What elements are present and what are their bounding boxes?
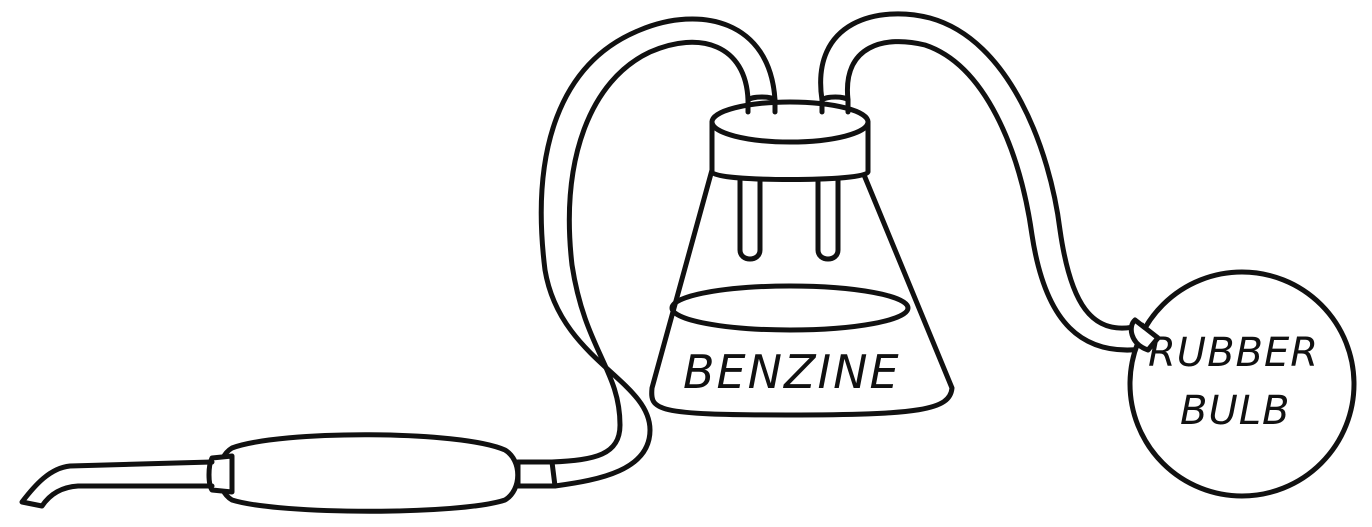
- right-tube: [818, 11, 1153, 353]
- left-tube: [538, 16, 778, 489]
- benzine-liquid-surface: [669, 283, 911, 333]
- benzine-flask: [649, 167, 955, 418]
- rubber-bulb: [1127, 269, 1357, 499]
- flask-label: BENZINE: [683, 345, 901, 399]
- flask-stopper: [709, 94, 871, 182]
- bulb-label-line2: BULB: [1180, 388, 1290, 434]
- nozzle-handle: [19, 432, 558, 514]
- bulb-label-line1: RUBBER: [1148, 330, 1319, 376]
